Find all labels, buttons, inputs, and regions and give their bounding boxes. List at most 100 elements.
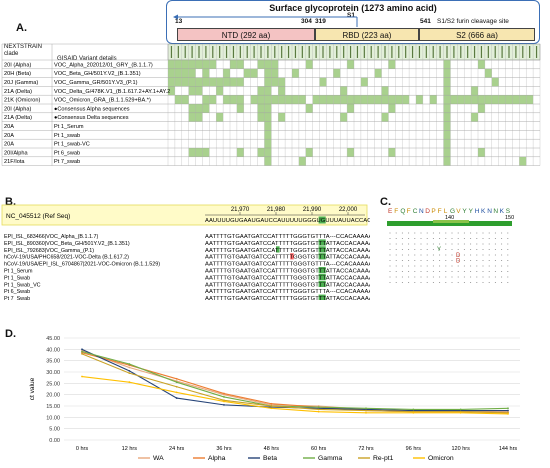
seq-highlight bbox=[318, 239, 326, 246]
data-point bbox=[270, 407, 273, 410]
data-point bbox=[412, 411, 415, 414]
x-tick-label: 144 hrs bbox=[499, 446, 518, 452]
ref-seq: AAUUUUGUGAAUGAUCCAUUUUUGGGUGUUUAUUACCACA… bbox=[205, 218, 370, 224]
mutation-cell bbox=[202, 68, 210, 78]
panel-b-label: B. bbox=[5, 196, 16, 208]
residue-dot bbox=[420, 232, 422, 234]
data-point bbox=[81, 375, 83, 378]
residue-dot bbox=[501, 232, 503, 234]
residue-dot bbox=[445, 254, 447, 256]
alignment-row-name: EPI_ISL_683466|VOC_Alpha_(B.1.1.7) bbox=[4, 234, 99, 240]
residue-dot bbox=[463, 265, 465, 267]
residue-dot bbox=[507, 259, 509, 262]
row-variant: Pt 1_swab bbox=[54, 133, 80, 139]
mutation-cell bbox=[305, 148, 313, 157]
mutation-cell bbox=[250, 95, 258, 104]
data-point bbox=[81, 348, 83, 351]
residue-dot bbox=[507, 243, 509, 245]
alignment-row-seq: AATTTTGTGAATGATCCATTTTTGGGTGTTTATTACCACA… bbox=[205, 296, 370, 300]
residue-dot bbox=[482, 237, 484, 240]
row-variant: Pt 7_swab bbox=[54, 159, 80, 165]
residue-dot bbox=[451, 281, 453, 284]
mutation-mark: Y bbox=[437, 247, 441, 253]
residue-dot bbox=[476, 237, 478, 240]
residue-dot bbox=[470, 248, 472, 251]
residue-dot bbox=[476, 281, 478, 284]
residue-dot bbox=[439, 276, 441, 278]
mutation-cell bbox=[478, 60, 485, 69]
mutation-cell bbox=[347, 148, 354, 157]
mutation-cell bbox=[168, 68, 175, 78]
residue-dot bbox=[507, 276, 509, 278]
domain-rbd: RBD (223 aa) bbox=[315, 28, 419, 41]
mutation-cell bbox=[347, 95, 354, 104]
row-clade: 21A (Delta) bbox=[4, 115, 32, 121]
mutation-cell bbox=[519, 156, 527, 166]
residue-dot bbox=[432, 281, 434, 284]
residue-dot bbox=[414, 243, 416, 245]
residue-dot bbox=[420, 248, 422, 251]
residue-dot bbox=[507, 232, 509, 234]
residue-dot bbox=[476, 254, 478, 256]
mutation-cell bbox=[305, 60, 313, 69]
seq-highlight bbox=[290, 253, 294, 260]
residue-dot bbox=[389, 281, 391, 284]
residue-dot bbox=[482, 276, 484, 278]
residue-dot bbox=[470, 281, 472, 284]
y-tick-label: 45.00 bbox=[46, 336, 60, 342]
residue-dot bbox=[501, 243, 503, 245]
mutation-cell bbox=[388, 95, 396, 104]
mutation-cell bbox=[333, 68, 341, 78]
domain-ntd: NTD (292 aa) bbox=[177, 28, 315, 41]
mutation-cell bbox=[292, 95, 299, 104]
y-tick-label: 35.00 bbox=[46, 359, 60, 365]
row-clade: 21F/Iota bbox=[4, 159, 25, 165]
residue-dot bbox=[463, 276, 465, 278]
residue-dot bbox=[401, 237, 403, 240]
residue-dot bbox=[432, 248, 434, 251]
residue-dot bbox=[482, 265, 484, 267]
residue-letter: N bbox=[419, 208, 424, 215]
residue-dot bbox=[482, 281, 484, 284]
alignment-row-seq: AATTTTGTGAATGATCCATTTTTGGGTGTTTA---CCACA… bbox=[205, 289, 370, 295]
mutation-cell bbox=[471, 95, 478, 104]
row-variant: VOC_Gamma_GR/501Y.V3_(P.1) bbox=[54, 80, 138, 86]
residue-dot bbox=[476, 276, 478, 278]
mutation-cell bbox=[326, 95, 334, 104]
mutation-cell bbox=[429, 95, 437, 104]
residue-dot bbox=[414, 232, 416, 234]
series-line-omicron bbox=[81, 375, 509, 415]
mutation-cell bbox=[298, 95, 306, 104]
mutation-mark: D bbox=[456, 253, 461, 259]
mutation-cell bbox=[188, 68, 196, 78]
data-point bbox=[223, 396, 225, 398]
data-point bbox=[128, 372, 131, 375]
residue-letter: Q bbox=[400, 208, 405, 215]
residue-dot bbox=[488, 243, 490, 245]
y-tick-label: 10.00 bbox=[46, 415, 60, 421]
residue-dot bbox=[408, 276, 410, 278]
residue-dot bbox=[389, 259, 391, 262]
residue-dot bbox=[451, 254, 453, 256]
residue-dot bbox=[408, 232, 410, 234]
residue-dot bbox=[451, 270, 453, 273]
alignment-row-seq: AATTTTGTGAATGATCCATTTTTGGGTGTTTATTACCACA… bbox=[205, 248, 370, 254]
residue-dot bbox=[414, 248, 416, 251]
residue-letter: E bbox=[388, 208, 393, 215]
mutation-cell bbox=[236, 95, 244, 104]
x-tick-label: 72 hrs bbox=[358, 446, 374, 452]
residue-dot bbox=[432, 276, 434, 278]
residue-dot bbox=[414, 265, 416, 267]
residue-dot bbox=[482, 248, 484, 251]
data-point bbox=[128, 381, 131, 384]
mutation-cell bbox=[443, 77, 451, 87]
mutation-cell bbox=[195, 77, 203, 87]
residue-dot bbox=[420, 270, 422, 273]
y-axis-label: ct value bbox=[29, 377, 36, 400]
legend-label: Gamma bbox=[318, 455, 342, 462]
residue-dot bbox=[420, 281, 422, 284]
residue-dot bbox=[470, 232, 472, 234]
residue-tick: 150 bbox=[505, 215, 514, 221]
residue-dot bbox=[457, 270, 459, 273]
residue-dot bbox=[389, 276, 391, 278]
